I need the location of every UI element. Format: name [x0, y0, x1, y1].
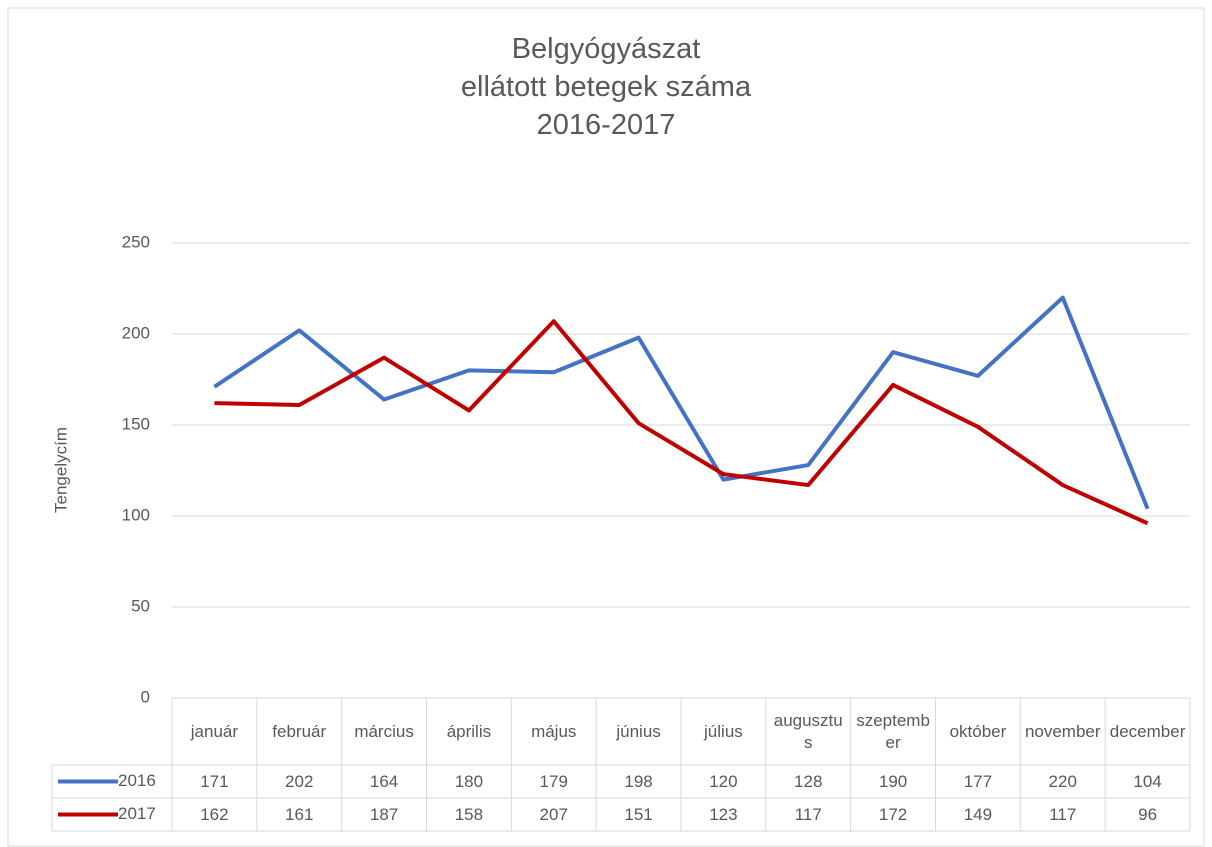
table-value: 179	[539, 771, 568, 791]
table-value: 172	[878, 804, 908, 824]
category-label: december	[1109, 721, 1186, 741]
table-value: 123	[709, 804, 738, 824]
y-tick-label: 50	[131, 596, 150, 615]
chart-border	[7, 7, 1205, 847]
y-tick-label: 150	[122, 414, 150, 433]
category-label: január	[190, 721, 239, 741]
y-tick-label: 200	[122, 323, 150, 342]
table-value: 104	[1133, 771, 1162, 791]
table-value: 207	[539, 804, 568, 824]
table-value: 177	[963, 771, 993, 791]
table-value: 161	[285, 804, 314, 824]
chart-title: Belgyógyászat ellátott betegek száma 201…	[460, 33, 752, 141]
category-label: április	[446, 721, 492, 741]
table-value: 117	[794, 804, 822, 824]
category-label: augusztus	[773, 710, 843, 752]
category-label: február	[272, 721, 327, 741]
y-tick-label: 100	[122, 505, 150, 524]
table-value: 120	[709, 771, 738, 791]
table-value: 202	[285, 771, 314, 791]
table-value: 151	[624, 804, 653, 824]
category-label: november	[1024, 721, 1101, 741]
series-line	[214, 319, 1149, 526]
legend-label: 2017	[118, 804, 156, 823]
table-value: 158	[454, 804, 484, 824]
table-value: 190	[878, 771, 908, 791]
category-label: szeptember	[856, 710, 930, 752]
table-value: 164	[369, 771, 399, 791]
series-line	[213, 295, 1150, 510]
table-value: 180	[454, 771, 484, 791]
table-value: 149	[963, 804, 993, 824]
table-value: 171	[200, 771, 229, 791]
table-value: 117	[1049, 804, 1077, 824]
table-value: 128	[794, 771, 823, 791]
y-tick-label: 0	[141, 687, 150, 706]
y-axis-label: Tengelycím	[51, 427, 70, 513]
category-label: október	[949, 721, 1007, 741]
table-value: 187	[369, 804, 399, 824]
table-value: 162	[200, 804, 229, 824]
category-label: június	[616, 721, 661, 741]
legend-label: 2016	[118, 771, 156, 790]
category-label: március	[354, 721, 414, 741]
y-tick-label: 250	[122, 232, 150, 251]
category-label: július	[704, 721, 743, 741]
table-value: 96	[1138, 804, 1158, 824]
table-value: 198	[624, 771, 653, 791]
category-label: május	[531, 721, 577, 741]
table-value: 220	[1048, 771, 1077, 791]
